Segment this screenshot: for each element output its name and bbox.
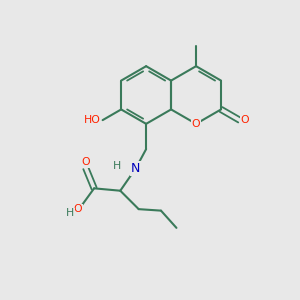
Text: O: O [241,115,249,125]
Text: HO: HO [83,115,100,125]
Text: H: H [113,161,122,171]
Text: O: O [81,157,89,167]
Text: O: O [74,204,82,214]
Text: N: N [131,162,140,175]
Text: H: H [66,208,74,218]
Text: O: O [192,119,200,129]
